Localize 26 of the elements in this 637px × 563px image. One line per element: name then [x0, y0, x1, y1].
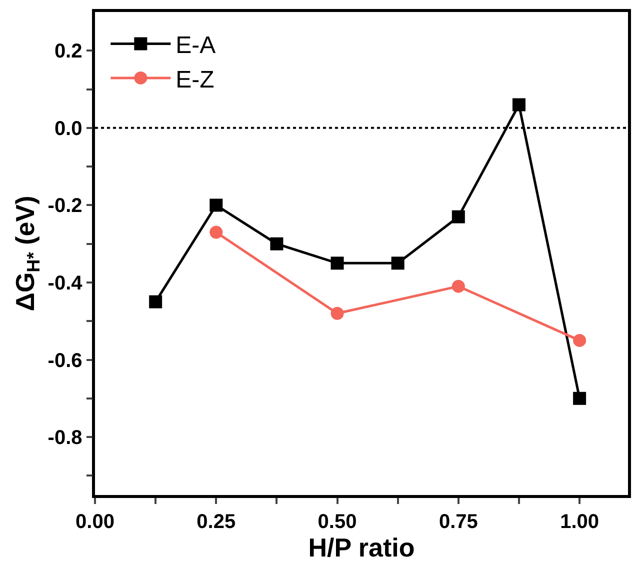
point	[573, 392, 586, 405]
point	[452, 280, 465, 293]
legend-label: E-Z	[176, 66, 214, 94]
x-tick-label: 0.75	[438, 510, 478, 533]
point	[210, 198, 223, 212]
y-tick-label: -0.6	[48, 350, 82, 372]
legend-label: E-A	[176, 32, 216, 60]
y-tick-label: 0.2	[54, 40, 82, 63]
x-tick-label: 1.00	[560, 510, 600, 533]
y-tick-label: -0.8	[48, 427, 82, 450]
point	[210, 226, 223, 239]
point	[391, 256, 404, 270]
point	[330, 256, 344, 270]
x-tick-label: 0.00	[76, 510, 114, 533]
y-tick-label: 0.0	[54, 118, 82, 140]
y-tick-label: -0.2	[48, 195, 82, 218]
point	[512, 98, 526, 112]
point	[452, 210, 465, 224]
y-tick-label: -0.4	[48, 272, 84, 294]
point	[330, 306, 344, 320]
x-tick-label: 0.25	[196, 510, 236, 533]
point	[149, 295, 162, 308]
x-tick-label: 0.50	[318, 510, 357, 533]
point	[573, 334, 586, 347]
x-axis-title: H/P ratio	[308, 532, 415, 563]
point	[270, 237, 284, 250]
